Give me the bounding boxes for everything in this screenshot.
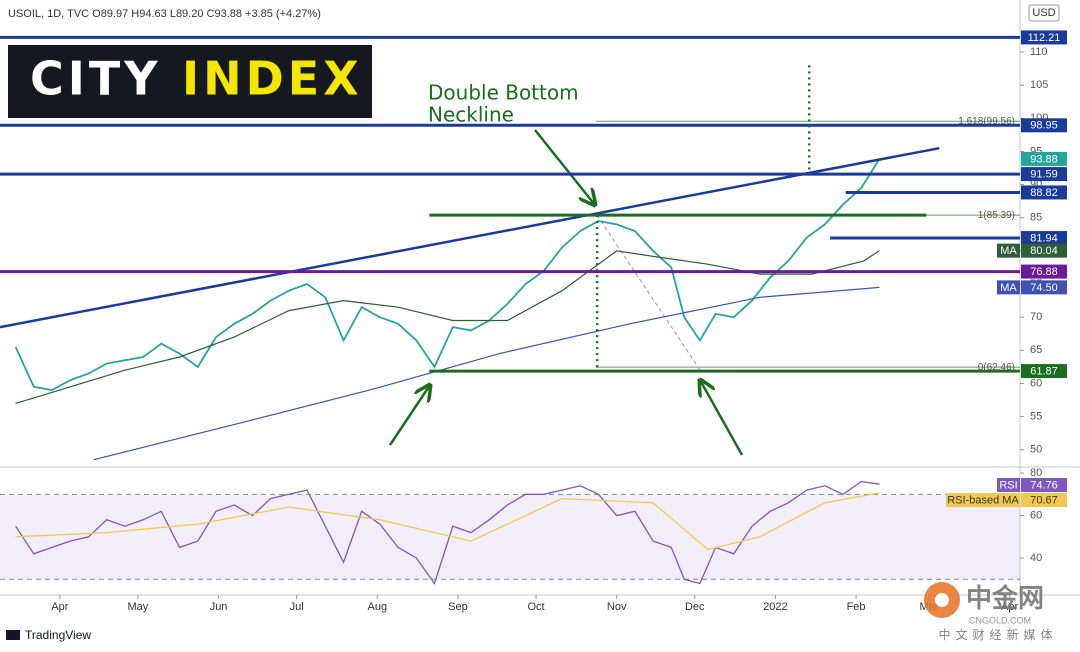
price-label: 61.87 (1030, 365, 1058, 377)
y-tick-label: 40 (1030, 552, 1042, 564)
currency-box (1028, 4, 1060, 22)
x-tick-label: Aug (368, 601, 388, 613)
price-label: 81.94 (1030, 232, 1058, 244)
fib-label: 1.618(99.56) (958, 116, 1015, 127)
y-tick-label: 50 (1030, 444, 1042, 456)
x-tick-label: May (128, 601, 149, 613)
price-label-box (1021, 118, 1067, 133)
price-label: 98.95 (1030, 120, 1058, 132)
symbol-header: USOIL, 1D, TVC O89.97 H94.63 L89.20 C93.… (8, 8, 321, 20)
y-tick-label: 60 (1030, 377, 1042, 389)
annotation: Neckline (428, 103, 514, 127)
trendline (0, 146, 940, 329)
price-label: 76.88 (1030, 266, 1058, 278)
logo: CITY INDEX (8, 45, 372, 118)
series-name-box (997, 243, 1020, 258)
y-tick-label: 105 (1030, 79, 1048, 91)
price-label: 91.59 (1030, 168, 1058, 180)
watermark-icon (935, 593, 949, 607)
price-label-box (1021, 364, 1067, 379)
series-name: MA (1000, 282, 1017, 294)
price-label: 88.82 (1030, 187, 1058, 199)
arrow (534, 129, 595, 205)
x-tick-label: Feb (847, 601, 866, 613)
price-label-box (1021, 493, 1067, 507)
x-tick-label: Apr (1001, 601, 1018, 613)
price-label-box (1021, 264, 1067, 279)
x-tick-label: Jul (290, 601, 304, 613)
logo-city: CITY (30, 52, 162, 106)
series-name-box (997, 478, 1020, 492)
background-drawings: 50556065707580859095100105110406080AprMa… (0, 46, 1048, 613)
rsi-line (15, 480, 880, 585)
x-tick-label: Apr (51, 601, 68, 613)
x-tick-label: Oct (527, 601, 544, 613)
x-tick-label: 2022 (763, 601, 787, 613)
currency: USD (1032, 7, 1055, 19)
y-tick-label: 110 (1030, 46, 1048, 58)
measure-line (596, 214, 701, 371)
price-label-box (1021, 231, 1067, 246)
series-name: RSI (999, 479, 1017, 491)
x-tick-label: Dec (685, 601, 705, 613)
price-line (14, 158, 881, 392)
arrow (700, 380, 744, 456)
price-label-box (1021, 243, 1067, 258)
series-name: MA (1000, 245, 1017, 257)
fib-label: 0(62.46) (978, 362, 1015, 373)
price-label-box (1021, 185, 1067, 200)
series-layer: 112.21 98.95 91.59 88.82 81.94 76.88 61.87 93.8… (0, 30, 1067, 585)
y-tick-label: 65 (1030, 344, 1042, 356)
y-tick-label: 70 (1030, 311, 1042, 323)
series-name-box (997, 280, 1020, 295)
x-tick-label: Sep (448, 601, 468, 613)
price-label: 74.76 (1030, 479, 1058, 491)
watermark: 中金网 CNGOLD.COM 中文财经新媒体 (924, 582, 1057, 642)
footer-brand: TradingView (25, 628, 91, 642)
x-tick-label: Nov (607, 601, 627, 613)
price-label-box (1021, 280, 1067, 295)
footer: TradingView (6, 628, 91, 642)
watermark-tagline: 中文财经新媒体 (938, 627, 1057, 642)
y-tick-label: 85 (1030, 212, 1042, 224)
y-tick-label: 55 (1030, 411, 1042, 423)
series-name: RSI-based MA (947, 494, 1019, 506)
logo-box (8, 45, 372, 118)
y-tick-label: 60 (1030, 509, 1042, 521)
price-label-box (1021, 478, 1067, 492)
price-label-box (1021, 167, 1067, 182)
moving-average (15, 250, 880, 404)
price-label-box (1021, 30, 1067, 45)
price-label: 74.50 (1030, 282, 1058, 294)
series-name-box (946, 493, 1020, 507)
price-label: 93.88 (1030, 153, 1058, 165)
price-label: 112.21 (1028, 32, 1061, 44)
y-tick-label: 80 (1030, 467, 1042, 479)
rsi-ma-line (15, 492, 880, 551)
logo-index: INDEX (182, 52, 363, 106)
price-label-box (1021, 151, 1067, 166)
price-label: 70.67 (1030, 494, 1058, 506)
rsi-band (0, 494, 1020, 580)
fib-label: 1(85.39) (978, 210, 1015, 221)
arrows (388, 129, 744, 456)
x-tick-label: Jun (210, 601, 228, 613)
tv-icon (6, 630, 20, 640)
arrow (388, 385, 430, 446)
watermark-name: 中金网 (966, 583, 1044, 613)
moving-average (93, 286, 880, 461)
price-label: 80.04 (1030, 245, 1058, 257)
watermark-site: CNGOLD.COM (969, 615, 1031, 625)
annotation: Double Bottom (428, 81, 579, 105)
